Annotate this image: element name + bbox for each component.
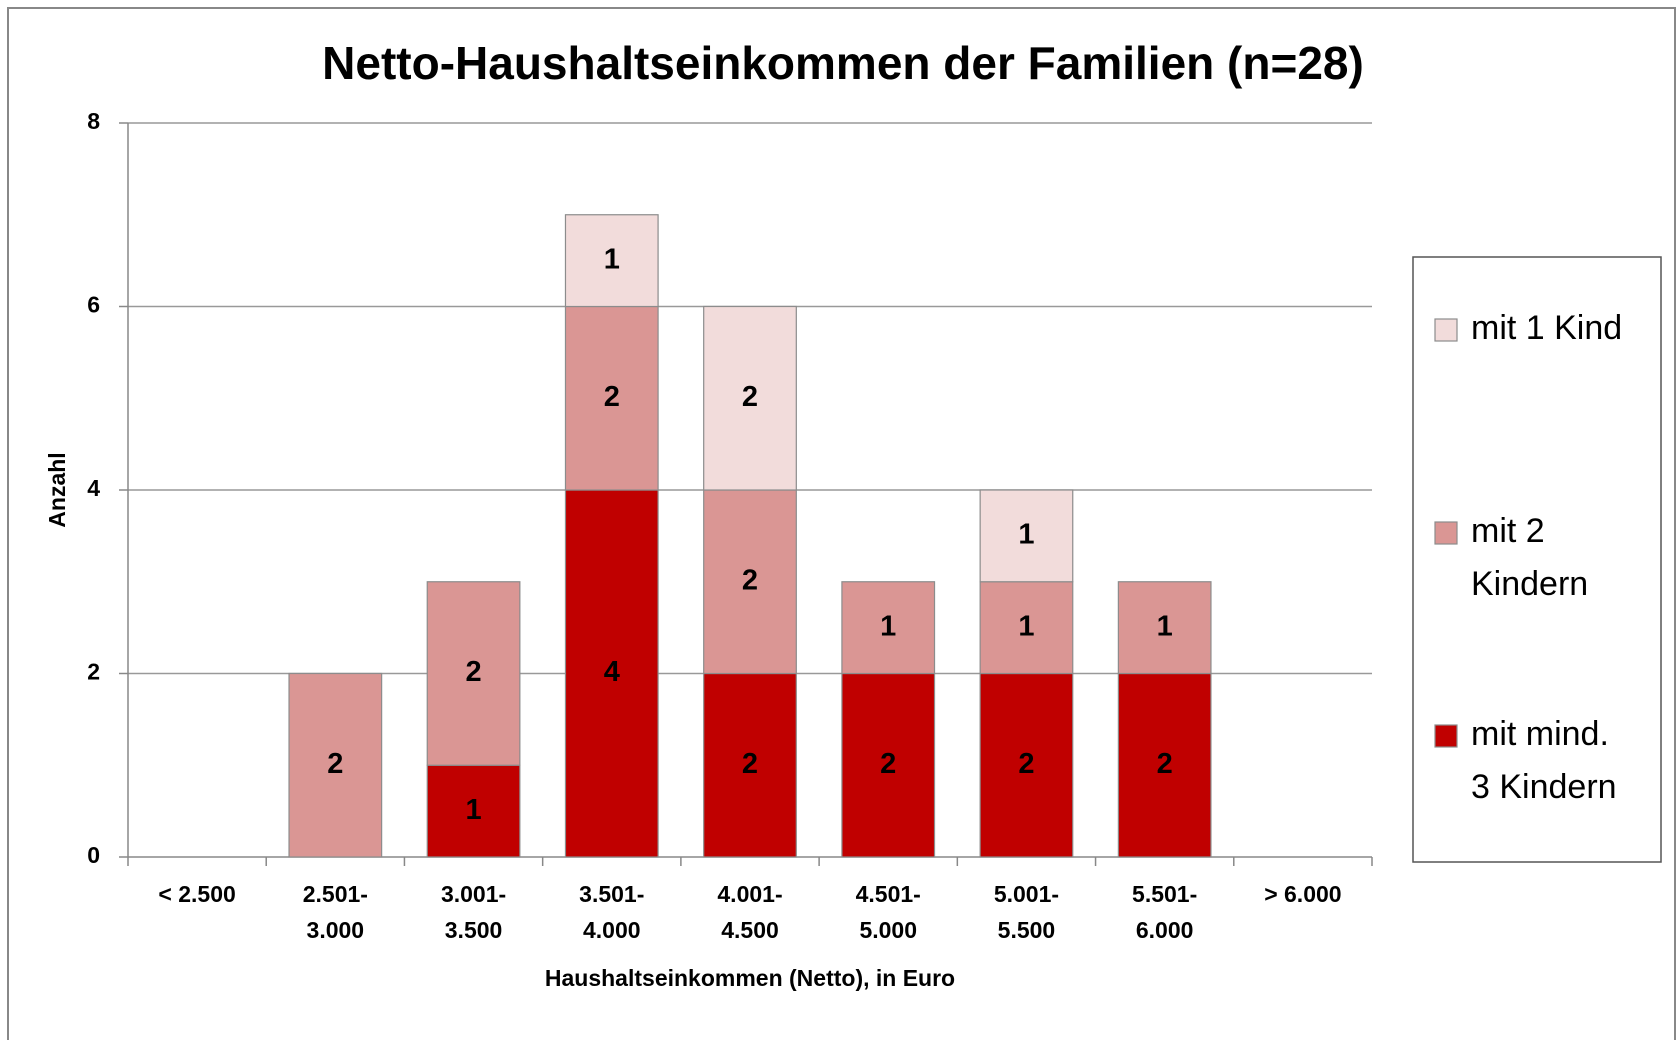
legend-swatch [1434,724,1458,748]
x-tick-label: 4.501-5.000 [856,881,921,943]
bar-segment [1117,581,1212,675]
data-label: 1 [1018,519,1034,551]
x-tick-label: 3.001-3.500 [441,881,506,943]
y-tick-label: 6 [87,292,100,318]
data-label: 2 [327,748,343,780]
y-tick-label: 2 [87,659,100,685]
x-tick-label: 5.001-5.500 [994,881,1059,943]
x-tick-label: 4.001-4.500 [717,881,782,943]
legend-label: mit 2 Kindern [1471,512,1588,603]
x-tick-label: > 6.000 [1264,881,1341,907]
legend-swatch [1434,521,1458,545]
legend-label: mit 1 Kind [1471,309,1622,347]
data-label: 2 [604,381,620,413]
x-tick-label: 2.501-3.000 [303,881,368,943]
data-label: 1 [880,610,896,642]
x-tick-label: 5.501-6.000 [1132,881,1197,943]
x-axis-label: Haushaltseinkommen (Netto), in Euro [545,965,955,991]
chart-border [7,7,1676,1040]
data-label: 1 [1018,610,1034,642]
bar-segment [979,489,1074,583]
bar-segment [564,305,659,491]
bar-segment [703,305,797,491]
y-tick-label: 0 [87,842,100,868]
y-tick-label: 4 [87,475,100,501]
data-label: 2 [465,656,481,688]
bar-segment [703,672,797,858]
legend-swatch [1434,318,1458,342]
bar-segment [564,214,659,308]
bar-segment [288,672,383,858]
data-label: 2 [742,564,758,596]
data-label: 2 [742,748,758,780]
bar-segment [841,581,936,675]
data-label: 2 [1157,748,1173,780]
data-label: 2 [1018,748,1034,780]
data-label: 1 [465,794,481,826]
bar-segment [426,764,521,858]
bar-segment [979,672,1074,858]
legend-label: mit mind. 3 Kindern [1471,715,1617,806]
bar-segment [841,672,936,858]
x-tick-label: < 2.500 [158,881,235,907]
bar-segment [1117,672,1212,858]
x-tick-label: 3.501-4.000 [579,881,644,943]
y-tick-label: 8 [87,108,100,134]
bar-segment [426,581,521,766]
data-label: 1 [604,243,620,275]
bar-segment [564,489,659,858]
y-axis-label: Anzahl [44,452,70,527]
data-label: 2 [742,381,758,413]
bar-segment [979,581,1074,675]
data-label: 4 [604,656,620,688]
legend-box [1412,256,1662,863]
data-label: 1 [1157,610,1173,642]
data-label: 2 [880,748,896,780]
chart-title: Netto-Haushaltseinkommen der Familien (n… [322,37,1364,89]
